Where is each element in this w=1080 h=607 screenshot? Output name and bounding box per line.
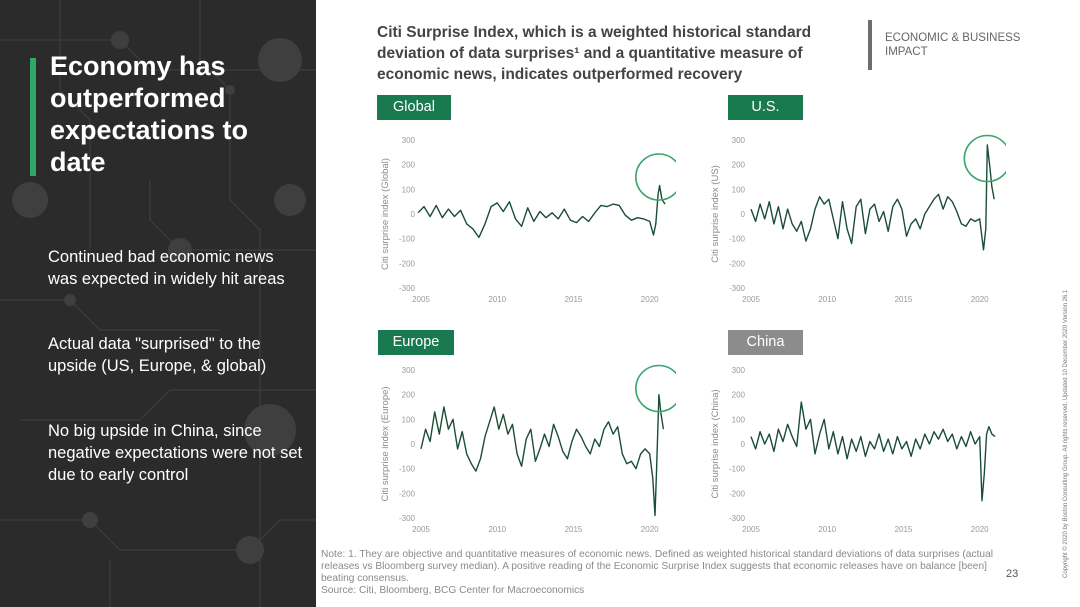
europe-xtick: 2005 (412, 525, 430, 534)
global-xtick: 2010 (488, 295, 506, 304)
page-title: Citi Surprise Index, which is a weighted… (377, 24, 812, 83)
us-ytick: 0 (741, 210, 746, 219)
chart-label-us: U.S. (728, 95, 803, 120)
chart-china: Citi surprise index (China) 300 200 100 0 -10… (710, 366, 996, 534)
china-ytick: 0 (741, 440, 746, 449)
us-xtick: 2010 (818, 295, 836, 304)
china-ytick: 300 (732, 366, 746, 375)
europe-ytick: 100 (402, 415, 416, 424)
footnote-note: Note: 1. They are objective and quantita… (321, 549, 993, 584)
chart-europe: Citi surprise index (Europe) 300 200 100 0 -1… (380, 364, 676, 534)
china-ytick: -100 (729, 465, 746, 474)
china-ytick: 200 (732, 391, 746, 400)
europe-xtick: 2015 (565, 525, 583, 534)
us-ytick: -100 (729, 235, 746, 244)
global-xtick: 2015 (565, 295, 583, 304)
europe-highlight-circle (635, 364, 676, 413)
footnote: Note: 1. They are objective and quantita… (321, 549, 1001, 597)
china-ytick: 100 (732, 415, 746, 424)
footnote-source: Source: Citi, Bloomberg, BCG Center for … (321, 585, 585, 596)
europe-ylabel: Citi surprise index (Europe) (380, 386, 391, 501)
global-ytick: 200 (402, 161, 416, 170)
sidebar-bullet-1: Continued bad economic news was expected… (48, 248, 285, 288)
china-xtick: 2010 (818, 525, 836, 534)
china-xtick: 2020 (971, 525, 989, 534)
europe-ytick: -100 (399, 465, 416, 474)
us-highlight-circle (963, 134, 1006, 183)
sidebar-headline: Economy has outperformed expectations to… (50, 51, 249, 177)
chart-label-global: Global (377, 95, 451, 120)
sidebar-bullet-3: No big upside in China, since negative e… (48, 422, 303, 484)
us-ytick: 200 (732, 161, 746, 170)
chart-label-europe: Europe (378, 330, 454, 355)
global-ytick: -100 (399, 235, 416, 244)
section-label: ECONOMIC & BUSINESS IMPACT (885, 32, 1021, 58)
global-series-line (417, 184, 666, 239)
china-ylabel: Citi surprise index (China) (710, 389, 721, 498)
europe-ytick: 200 (402, 391, 416, 400)
headline-accent-bar (30, 58, 36, 176)
europe-ytick: -300 (399, 514, 416, 523)
left-panel: Economy has outperformed expectations to… (0, 0, 316, 607)
global-ytick: -300 (399, 284, 416, 293)
chart-us: Citi surprise index (US) 300 200 100 0 -100 -2… (710, 134, 1006, 304)
europe-ytick: 300 (402, 366, 416, 375)
us-xtick: 2020 (971, 295, 989, 304)
global-ylabel: Citi surprise index (Global) (380, 158, 391, 270)
us-ytick: -300 (729, 284, 746, 293)
page-number: 23 (1006, 568, 1019, 580)
europe-ytick: 0 (411, 440, 416, 449)
chart-label-china: China (728, 330, 803, 355)
us-ytick: 300 (732, 136, 746, 145)
circuit-background-graphic (0, 0, 316, 607)
global-ytick: 100 (402, 185, 416, 194)
copyright-notice: Copyright © 2020 by Boston Consulting Gr… (1063, 289, 1069, 578)
global-xtick: 2020 (641, 295, 659, 304)
us-series-line (750, 144, 995, 251)
china-xtick: 2015 (895, 525, 913, 534)
global-ytick: 0 (411, 210, 416, 219)
section-divider (868, 20, 872, 70)
us-ylabel: Citi surprise index (US) (710, 165, 721, 263)
china-ytick: -300 (729, 514, 746, 523)
us-xtick: 2015 (895, 295, 913, 304)
sidebar-bullet-2: Actual data "surprised" to the upside (U… (48, 335, 267, 375)
europe-series-line (420, 394, 665, 517)
global-highlight-circle (635, 153, 676, 201)
us-ytick: -200 (729, 259, 746, 268)
china-series-line (750, 401, 996, 502)
global-ytick: -200 (399, 259, 416, 268)
china-xtick: 2005 (742, 525, 760, 534)
chart-global: Citi surprise index (Global) 300 200 100 0 -1… (380, 136, 676, 304)
global-xtick: 2005 (412, 295, 430, 304)
europe-ytick: -200 (399, 489, 416, 498)
europe-xtick: 2020 (641, 525, 659, 534)
us-ytick: 100 (732, 185, 746, 194)
europe-xtick: 2010 (488, 525, 506, 534)
us-xtick: 2005 (742, 295, 760, 304)
global-ytick: 300 (402, 136, 416, 145)
china-ytick: -200 (729, 489, 746, 498)
